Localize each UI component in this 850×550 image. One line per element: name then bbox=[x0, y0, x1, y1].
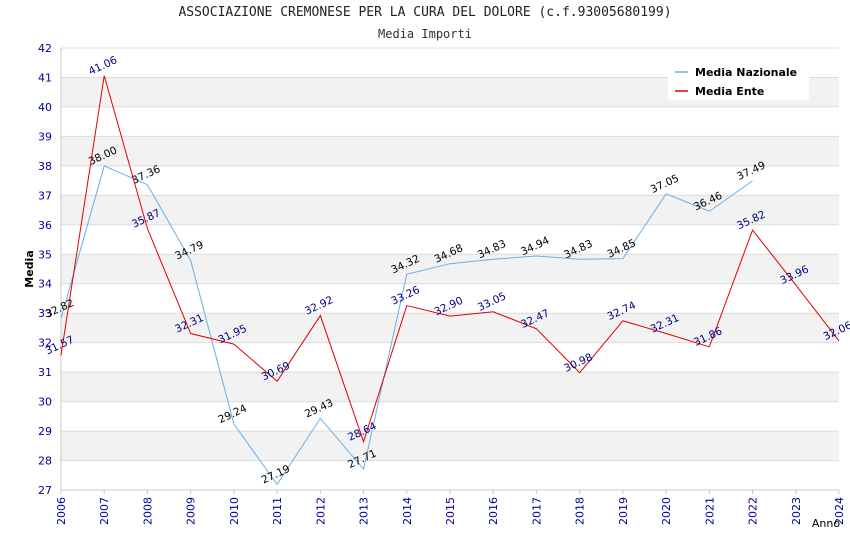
data-point bbox=[751, 229, 754, 232]
y-tick-label: 39 bbox=[38, 130, 52, 143]
y-tick-label: 32 bbox=[38, 337, 52, 350]
y-tick-label: 29 bbox=[38, 425, 52, 438]
series-line-1 bbox=[60, 75, 840, 444]
chart-title: ASSOCIAZIONE CREMONESE PER LA CURA DEL D… bbox=[178, 5, 672, 20]
data-point bbox=[492, 258, 495, 261]
x-tick-label: 2020 bbox=[660, 497, 673, 525]
y-tick-label: 37 bbox=[38, 189, 52, 202]
y-tick-label: 34 bbox=[38, 278, 52, 291]
data-point bbox=[492, 310, 495, 313]
grid-band bbox=[61, 106, 839, 137]
data-point bbox=[578, 258, 581, 261]
legend: Media Nazionale Media Ente bbox=[668, 60, 809, 100]
y-tick-label: 30 bbox=[38, 396, 52, 409]
data-point bbox=[449, 315, 452, 318]
data-point bbox=[535, 255, 538, 258]
series-line-0 bbox=[60, 165, 753, 486]
grid-band bbox=[61, 165, 839, 196]
y-tick-label: 28 bbox=[38, 455, 52, 468]
x-tick-label: 2022 bbox=[747, 497, 760, 525]
data-point bbox=[621, 319, 624, 322]
legend-label: Media Nazionale bbox=[695, 66, 797, 79]
grid-band bbox=[61, 136, 839, 166]
data-point bbox=[665, 332, 668, 335]
grid-band bbox=[61, 460, 839, 490]
data-point bbox=[708, 345, 711, 348]
data-point bbox=[189, 259, 192, 262]
x-tick-label: 2016 bbox=[487, 497, 500, 525]
x-tick-label: 2021 bbox=[703, 497, 716, 525]
data-point bbox=[60, 354, 63, 357]
data-point bbox=[449, 262, 452, 265]
data-point bbox=[189, 332, 192, 335]
data-point bbox=[621, 257, 624, 260]
data-point bbox=[362, 468, 365, 471]
legend-label: Media Ente bbox=[695, 85, 764, 98]
x-tick-label: 2006 bbox=[55, 497, 68, 525]
x-tick-label: 2008 bbox=[141, 497, 154, 525]
grid-band bbox=[61, 283, 839, 314]
x-tick-label: 2019 bbox=[617, 497, 630, 525]
x-tick-label: 2015 bbox=[444, 497, 457, 525]
data-point bbox=[276, 483, 279, 486]
data-point bbox=[362, 440, 365, 443]
y-tick-label: 36 bbox=[38, 219, 52, 232]
data-point bbox=[794, 283, 797, 286]
data-point bbox=[751, 179, 754, 182]
legend-box bbox=[668, 60, 809, 100]
data-point bbox=[146, 227, 149, 230]
data-point bbox=[578, 371, 581, 374]
x-tick-label: 2013 bbox=[358, 497, 371, 525]
chart-subtitle: Media Importi bbox=[378, 27, 472, 41]
data-point bbox=[103, 74, 106, 77]
data-point bbox=[60, 317, 63, 320]
grid-band bbox=[61, 431, 839, 461]
y-tick-label: 27 bbox=[38, 484, 52, 497]
data-point bbox=[276, 380, 279, 383]
y-tick-label: 35 bbox=[38, 248, 52, 261]
x-tick-label: 2018 bbox=[574, 497, 587, 525]
y-tick-label: 42 bbox=[38, 42, 52, 55]
data-point bbox=[232, 422, 235, 425]
x-tick-label: 2009 bbox=[185, 497, 198, 525]
x-tick-label: 2012 bbox=[314, 497, 327, 525]
grid-band bbox=[61, 372, 839, 402]
x-tick-label: 2011 bbox=[271, 497, 284, 525]
data-point bbox=[708, 210, 711, 213]
x-axis-title: Anno bbox=[812, 517, 840, 530]
data-point bbox=[665, 192, 668, 195]
grid-band bbox=[61, 224, 839, 255]
y-tick-label: 41 bbox=[38, 71, 52, 84]
grid-band bbox=[61, 342, 839, 373]
y-axis-title: Media bbox=[23, 250, 36, 287]
y-tick-label: 38 bbox=[38, 160, 52, 173]
x-tick-label: 2007 bbox=[98, 497, 111, 525]
data-point bbox=[838, 339, 841, 342]
grid-band bbox=[61, 254, 839, 284]
grid-band bbox=[61, 401, 839, 432]
data-point bbox=[319, 314, 322, 317]
data-point bbox=[535, 327, 538, 330]
x-tick-label: 2014 bbox=[401, 497, 414, 525]
y-tick-label: 31 bbox=[38, 366, 52, 379]
data-point bbox=[405, 304, 408, 307]
x-tick-label: 2023 bbox=[790, 497, 803, 525]
y-tick-label: 33 bbox=[38, 307, 52, 320]
data-point bbox=[146, 183, 149, 186]
x-tick-label: 2010 bbox=[228, 497, 241, 525]
grid-band bbox=[61, 195, 839, 225]
x-tick-label: 2024 bbox=[833, 497, 846, 525]
data-point bbox=[103, 164, 106, 167]
grid-band bbox=[61, 313, 839, 343]
data-point bbox=[319, 417, 322, 420]
y-tick-label: 40 bbox=[38, 101, 52, 114]
data-point bbox=[232, 343, 235, 346]
x-tick-label: 2017 bbox=[530, 497, 543, 525]
data-point bbox=[405, 273, 408, 276]
